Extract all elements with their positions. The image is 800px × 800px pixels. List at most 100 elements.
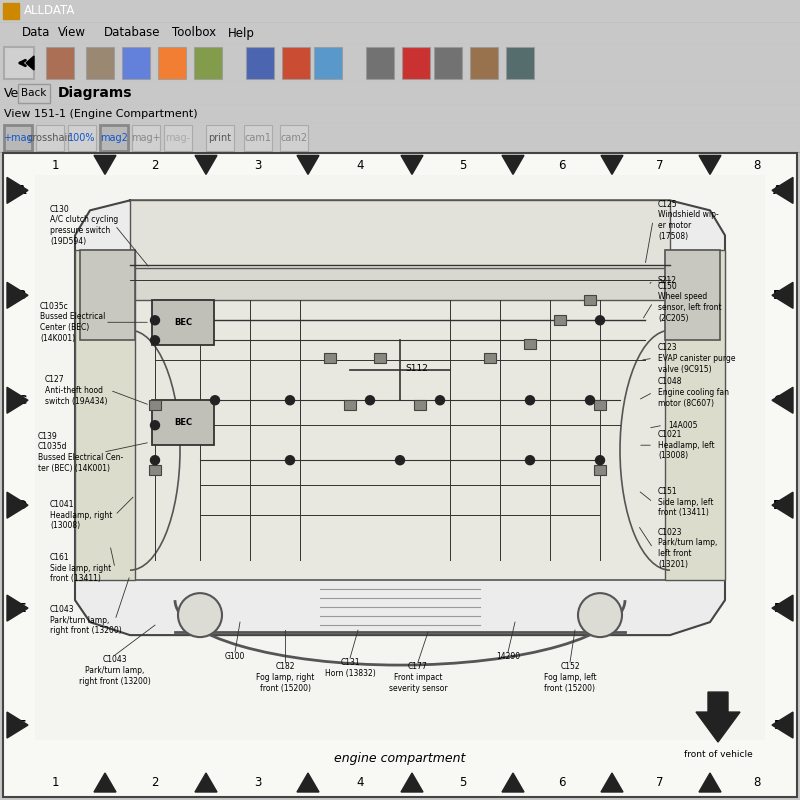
Text: +mag: +mag bbox=[3, 133, 33, 143]
Text: 1: 1 bbox=[51, 775, 58, 789]
Circle shape bbox=[526, 396, 534, 405]
Text: mag-: mag- bbox=[166, 133, 190, 143]
Text: C151
Side lamp, left
front (13411): C151 Side lamp, left front (13411) bbox=[658, 487, 714, 518]
Text: 7: 7 bbox=[656, 775, 664, 789]
Text: 3: 3 bbox=[254, 159, 262, 172]
Bar bbox=[36, 125, 64, 151]
Polygon shape bbox=[601, 155, 623, 174]
Polygon shape bbox=[401, 155, 423, 174]
Text: 2: 2 bbox=[151, 775, 158, 789]
Text: C127
Anti-theft hood
switch (19A434): C127 Anti-theft hood switch (19A434) bbox=[45, 375, 107, 406]
Polygon shape bbox=[7, 595, 28, 621]
Text: F: F bbox=[774, 718, 782, 731]
Text: C130
A/C clutch cycling
pressure switch
(19D594): C130 A/C clutch cycling pressure switch … bbox=[50, 205, 118, 246]
Bar bbox=[122, 47, 150, 79]
Bar bbox=[86, 47, 114, 79]
Text: C: C bbox=[18, 394, 26, 406]
Bar bbox=[164, 125, 192, 151]
Text: 3: 3 bbox=[254, 775, 262, 789]
Polygon shape bbox=[699, 155, 721, 174]
Text: Toolbox: Toolbox bbox=[172, 26, 216, 39]
Text: ALLDATA: ALLDATA bbox=[24, 5, 75, 18]
Text: mag2: mag2 bbox=[100, 133, 128, 143]
Bar bbox=[366, 47, 394, 79]
Text: A: A bbox=[17, 184, 27, 197]
Text: 1: 1 bbox=[51, 159, 58, 172]
Polygon shape bbox=[297, 155, 319, 174]
Text: Database: Database bbox=[104, 26, 161, 39]
Text: Help: Help bbox=[228, 26, 255, 39]
Text: S112: S112 bbox=[405, 364, 428, 373]
Bar bbox=[665, 250, 725, 580]
Bar bbox=[35, 175, 765, 740]
Bar bbox=[68, 125, 96, 151]
Bar bbox=[158, 47, 186, 79]
Text: C1043
Park/turn lamp,
right front (13200): C1043 Park/turn lamp, right front (13200… bbox=[50, 605, 122, 635]
Polygon shape bbox=[772, 178, 793, 203]
Text: C139
C1035d
Bussed Electrical Cen-
ter (BEC) (14K001): C139 C1035d Bussed Electrical Cen- ter (… bbox=[38, 431, 123, 473]
Bar bbox=[4, 47, 34, 79]
Circle shape bbox=[178, 593, 222, 637]
Bar bbox=[554, 315, 566, 326]
Polygon shape bbox=[502, 155, 524, 174]
Text: 14A005: 14A005 bbox=[668, 421, 698, 430]
Polygon shape bbox=[7, 492, 28, 518]
Text: C131
Horn (13832): C131 Horn (13832) bbox=[325, 658, 375, 678]
Polygon shape bbox=[297, 773, 319, 792]
Polygon shape bbox=[26, 56, 34, 70]
Bar bbox=[584, 295, 596, 306]
Bar bbox=[665, 250, 720, 340]
Text: F: F bbox=[18, 718, 26, 731]
Polygon shape bbox=[7, 282, 28, 308]
Circle shape bbox=[395, 456, 405, 465]
Bar bbox=[434, 47, 462, 79]
Polygon shape bbox=[75, 200, 725, 635]
Text: C1035c
Bussed Electrical
Center (BEC)
(14K001): C1035c Bussed Electrical Center (BEC) (1… bbox=[40, 302, 106, 343]
Bar bbox=[152, 400, 214, 446]
Polygon shape bbox=[7, 712, 28, 738]
Bar bbox=[3, 3, 19, 19]
Text: C161
Side lamp, right
front (13411): C161 Side lamp, right front (13411) bbox=[50, 553, 111, 583]
Bar bbox=[194, 47, 222, 79]
Bar bbox=[402, 47, 430, 79]
Text: C1021
Headlamp, left
(13008): C1021 Headlamp, left (13008) bbox=[658, 430, 714, 461]
Bar bbox=[324, 354, 336, 363]
Bar bbox=[18, 84, 50, 102]
Text: BEC: BEC bbox=[174, 418, 192, 426]
Text: C: C bbox=[774, 394, 782, 406]
Bar bbox=[506, 47, 534, 79]
Bar bbox=[314, 47, 342, 79]
Text: Data: Data bbox=[22, 26, 50, 39]
Text: BEC: BEC bbox=[174, 318, 192, 326]
Text: 5: 5 bbox=[459, 159, 466, 172]
Text: 6: 6 bbox=[558, 159, 566, 172]
Circle shape bbox=[578, 593, 622, 637]
Text: A: A bbox=[773, 184, 783, 197]
Text: B: B bbox=[18, 289, 26, 302]
Text: 8: 8 bbox=[754, 159, 761, 172]
Bar bbox=[344, 400, 356, 410]
Polygon shape bbox=[94, 773, 116, 792]
Bar bbox=[75, 250, 135, 580]
Bar bbox=[4, 125, 32, 151]
Circle shape bbox=[286, 456, 294, 465]
Polygon shape bbox=[502, 773, 524, 792]
Bar bbox=[282, 47, 310, 79]
Text: engine compartment: engine compartment bbox=[334, 751, 466, 765]
Text: Diagrams: Diagrams bbox=[58, 86, 133, 100]
Bar bbox=[46, 47, 74, 79]
Bar bbox=[130, 268, 670, 300]
Bar bbox=[130, 200, 670, 270]
Text: C1048
Engine cooling fan
motor (8C607): C1048 Engine cooling fan motor (8C607) bbox=[658, 377, 729, 407]
Text: C125
Windshield wip-
er motor
(17508): C125 Windshield wip- er motor (17508) bbox=[658, 200, 718, 241]
Polygon shape bbox=[7, 387, 28, 414]
Polygon shape bbox=[772, 492, 793, 518]
Polygon shape bbox=[195, 773, 217, 792]
Bar bbox=[524, 339, 536, 350]
Text: D: D bbox=[17, 498, 27, 512]
Text: print: print bbox=[209, 133, 231, 143]
Bar bbox=[414, 400, 426, 410]
Circle shape bbox=[435, 396, 445, 405]
Text: 8: 8 bbox=[754, 775, 761, 789]
Polygon shape bbox=[772, 282, 793, 308]
